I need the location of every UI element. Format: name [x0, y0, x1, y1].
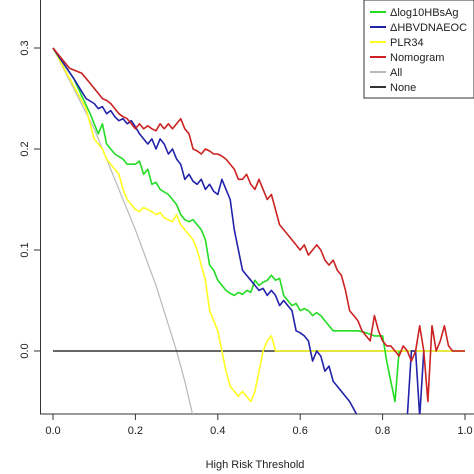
- y-axis: 0.0 0.1 0.2 0.3: [19, 40, 40, 359]
- legend-item: Δlog10HBsAg: [370, 7, 459, 19]
- x-tick-label: 0.6: [293, 425, 308, 437]
- series-line-1: [52, 47, 425, 414]
- series-layer: [52, 47, 465, 414]
- x-tick-label: 0.2: [128, 425, 143, 437]
- legend-label: None: [390, 82, 416, 94]
- y-tick-label: 0.3: [19, 40, 31, 55]
- legend-label: Nomogram: [390, 52, 444, 64]
- x-axis-title: High Risk Threshold: [206, 459, 305, 471]
- x-tick-label: 0.8: [375, 425, 390, 437]
- legend: Δlog10HBsAg ΔHBVDNAEOC PLR34 Nomogram All Non…: [363, 0, 474, 99]
- legend-box: [363, 0, 474, 99]
- series-line-2: [52, 47, 465, 403]
- y-tick-label: 0.1: [19, 242, 31, 257]
- legend-item: Nomogram: [370, 52, 444, 64]
- series-line-3: [52, 47, 465, 403]
- legend-item: None: [370, 82, 416, 94]
- legend-label: PLR34: [390, 37, 424, 49]
- legend-label: All: [390, 67, 402, 79]
- x-tick-label: 1.0: [457, 425, 472, 437]
- y-tick-label: 0.0: [19, 343, 31, 358]
- x-axis: 0.0 0.2 0.4 0.6 0.8 1.0: [45, 414, 473, 437]
- legend-item: All: [370, 67, 402, 79]
- plot-frame: [40, 0, 474, 415]
- series-line-4: [52, 47, 194, 414]
- y-tick-label: 0.2: [19, 141, 31, 156]
- legend-item: ΔHBVDNAEOC: [370, 22, 467, 34]
- x-tick-label: 0.4: [210, 425, 225, 437]
- series-line-0: [52, 47, 400, 403]
- legend-item: PLR34: [370, 37, 424, 49]
- legend-label: Δlog10HBsAg: [390, 7, 459, 19]
- legend-label: ΔHBVDNAEOC: [390, 22, 467, 34]
- plot-border: [40, 0, 474, 415]
- x-tick-label: 0.0: [45, 425, 60, 437]
